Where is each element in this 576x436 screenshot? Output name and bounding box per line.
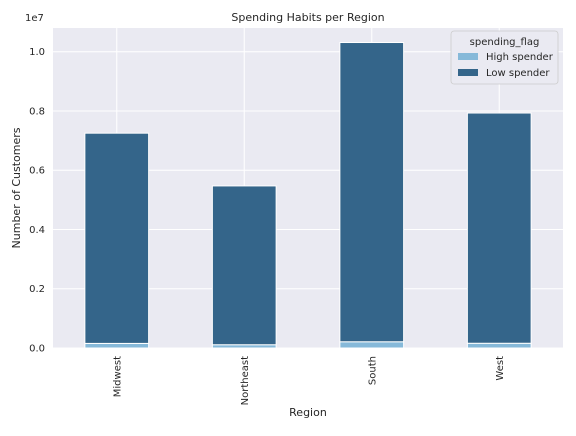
legend-swatch — [458, 53, 478, 60]
y-axis-label: Number of Customers — [10, 127, 23, 248]
x-tick-label: Midwest — [112, 356, 123, 397]
y-tick-label: 0.4 — [29, 225, 45, 236]
y-tick-label: 0.2 — [29, 284, 45, 295]
legend-items: High spender Low spender — [458, 52, 554, 79]
x-tick-label: West — [495, 356, 506, 381]
bars — [84, 42, 532, 349]
x-tick-labels: Midwest Northeast South West — [112, 356, 506, 405]
bar-high-spender-midwest — [84, 342, 150, 349]
legend: spending_flag High spender Low spender — [450, 30, 559, 85]
bar-low-spender-northeast — [211, 185, 277, 346]
x-tick-label: Northeast — [240, 356, 251, 405]
y-tick-labels: 0.0 0.2 0.4 0.6 0.8 1.0 — [29, 47, 45, 354]
legend-label: Low spender — [486, 68, 550, 79]
y-tick-label: 0.0 — [29, 344, 45, 355]
legend-swatch — [458, 69, 478, 76]
bar-low-spender-west — [466, 112, 532, 344]
y-tick-label: 1.0 — [29, 47, 45, 58]
bar-low-spender-midwest — [84, 132, 150, 344]
chart-title: Spending Habits per Region — [231, 11, 384, 24]
legend-title: spending_flag — [470, 37, 540, 48]
y-tick-label: 0.8 — [29, 106, 45, 117]
y-tick-label: 0.6 — [29, 166, 45, 177]
bar-high-spender-west — [466, 342, 532, 349]
bar-high-spender-south — [339, 341, 405, 349]
y-offset-label: 1e7 — [25, 13, 44, 24]
bar-low-spender-south — [339, 42, 405, 343]
x-axis-label: Region — [289, 406, 327, 419]
legend-label: High spender — [486, 52, 554, 63]
x-tick-label: South — [367, 356, 378, 385]
